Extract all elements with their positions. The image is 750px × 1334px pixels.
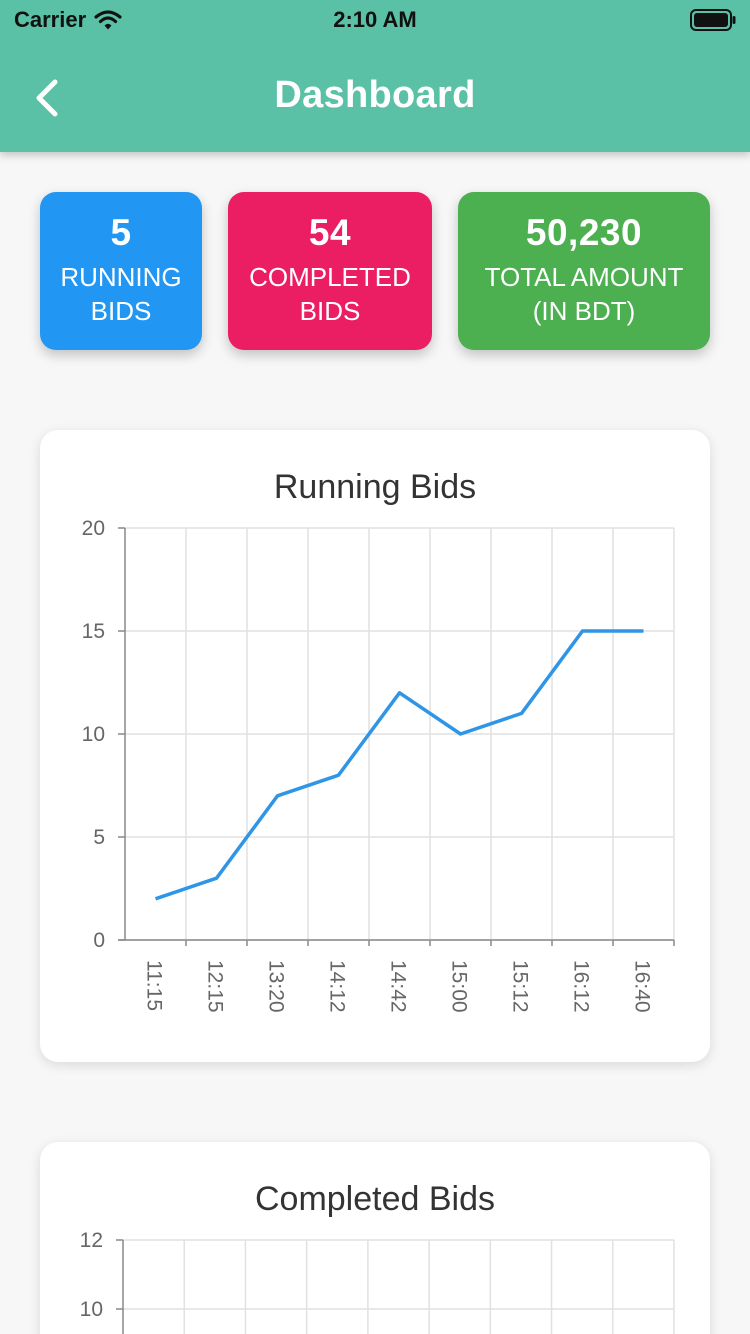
y-tick-label: 10: [82, 723, 105, 746]
stat-label: RUNNING BIDS: [60, 260, 181, 328]
app-bar: Carrier 2:10 AM Dashboard: [0, 0, 750, 152]
stat-value: 50,230: [526, 212, 642, 254]
stat-card-running-bids[interactable]: 5 RUNNING BIDS: [40, 192, 202, 350]
stat-label: COMPLETED BIDS: [249, 260, 411, 328]
y-tick-label: 20: [82, 517, 105, 540]
stat-label: TOTAL AMOUNT (IN BDT): [485, 260, 684, 328]
running-bids-chart: 0 5 10 15 20 11:15 12:15 13:20 14:12 14:42 15:00 15…: [40, 430, 710, 1062]
stat-value: 54: [309, 212, 351, 254]
status-time: 2:10 AM: [0, 7, 750, 33]
stat-card-completed-bids[interactable]: 54 COMPLETED BIDS: [228, 192, 432, 350]
series-line: [156, 631, 644, 899]
completed-bids-chart-card: Completed Bids 12 10: [40, 1142, 710, 1334]
stat-label-line: RUNNING: [60, 260, 181, 294]
y-tick-label: 5: [93, 826, 105, 849]
page-title: Dashboard: [0, 74, 750, 117]
battery-icon: [690, 9, 736, 31]
x-tick-label: 15:00: [448, 960, 471, 1013]
stat-label-line: (IN BDT): [485, 294, 684, 328]
y-tick-label: 12: [80, 1229, 103, 1252]
y-tick-label: 15: [82, 620, 105, 643]
stat-label-line: COMPLETED: [249, 260, 411, 294]
status-bar: Carrier 2:10 AM: [0, 0, 750, 40]
x-tick-label: 15:12: [509, 960, 532, 1013]
y-tick-label: 10: [80, 1298, 103, 1321]
stat-label-line: BIDS: [60, 294, 181, 328]
x-tick-label: 16:12: [570, 960, 593, 1013]
x-tick-label: 12:15: [204, 960, 227, 1013]
x-tick-label: 16:40: [631, 960, 654, 1013]
x-tick-label: 11:15: [143, 960, 166, 1011]
stat-value: 5: [110, 212, 131, 254]
stat-label-line: BIDS: [249, 294, 411, 328]
stat-label-line: TOTAL AMOUNT: [485, 260, 684, 294]
x-tick-label: 13:20: [265, 960, 288, 1013]
x-tick-label: 14:42: [387, 960, 410, 1013]
stat-card-total-amount[interactable]: 50,230 TOTAL AMOUNT (IN BDT): [458, 192, 710, 350]
completed-bids-chart: 12 10: [40, 1142, 710, 1334]
y-tick-label: 0: [93, 929, 105, 952]
running-bids-chart-card: Running Bids 0 5 10 15 20 11:15 12:15 13:20 14:1…: [40, 430, 710, 1062]
x-tick-label: 14:12: [326, 960, 349, 1013]
